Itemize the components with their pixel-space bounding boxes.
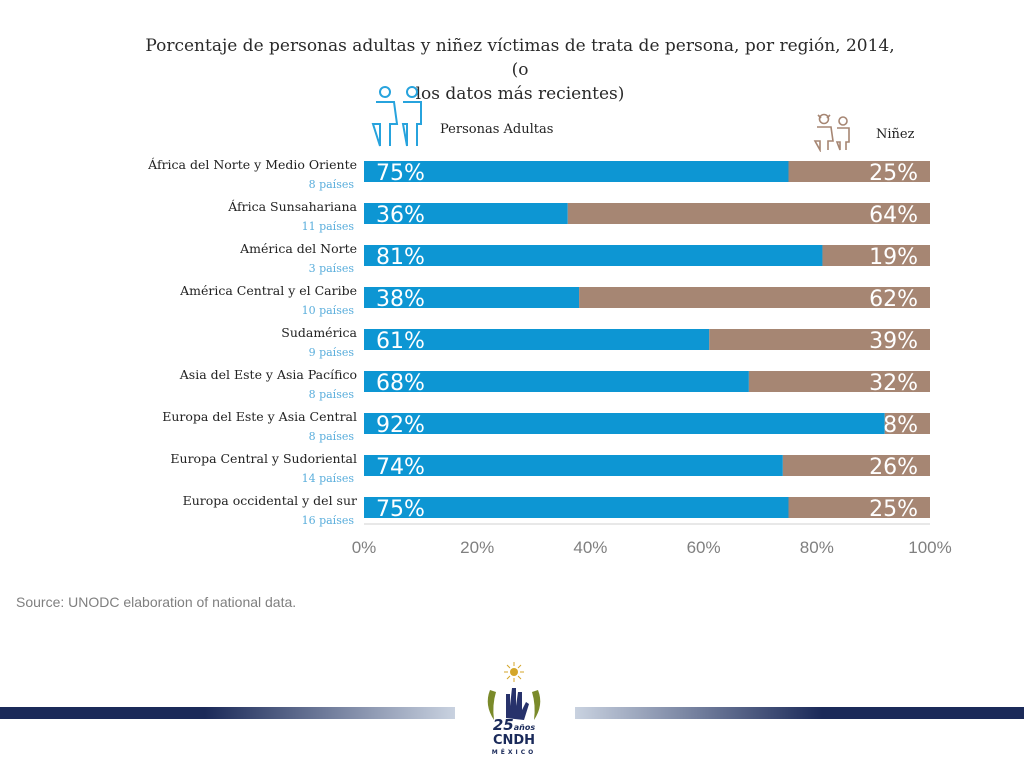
data-label-adults: 61% [376,329,425,354]
category-label: América Central y el Caribe [179,283,357,298]
category-label: Sudamérica [281,325,357,340]
bar-children [709,329,930,350]
bar-children [748,371,930,392]
sun-emblem-icon [504,662,524,682]
category-sublabel: 8 países [309,430,355,443]
category-label: Europa Central y Sudoriental [170,451,357,466]
source-note: Source: UNODC elaboration of national da… [16,594,297,610]
category-sublabel: 9 países [309,346,355,359]
x-tick-label: 100% [908,538,951,557]
x-tick-label: 0% [352,538,377,557]
bar-children [788,161,930,182]
footer-band-right [575,707,1024,719]
data-label-adults: 36% [376,203,425,228]
chart-title-line-2: los datos más recientes) [415,84,625,104]
bar-adults [364,287,580,308]
category-sublabel: 8 países [309,388,355,401]
legend-adults-label: Personas Adultas [440,122,554,137]
data-label-adults: 38% [376,287,425,312]
bar-children [782,455,930,476]
hand-icon [506,688,529,720]
category-sublabel: 3 países [309,262,355,275]
category-label: África Sunsahariana [227,199,357,214]
data-label-adults: 75% [376,497,425,522]
bar-children [822,245,930,266]
bar-children [788,497,930,518]
logo-years-suffix: años [513,723,536,732]
bar-adults [364,203,568,224]
logo-years-number: 25 [492,716,514,734]
bar-adults [364,161,789,182]
data-label-children: 39% [869,329,918,354]
category-sublabel: 8 países [309,178,355,191]
logo-name: CNDH [492,733,536,748]
category-label: América del Norte [239,241,357,256]
logo-country: MÉXICO [491,749,537,756]
category-label: Asia del Este y Asia Pacífico [179,367,357,382]
category-label: África del Norte y Medio Oriente [147,157,357,172]
data-label-adults: 75% [376,161,425,186]
category-sublabel: 10 países [302,304,355,317]
data-label-children: 26% [869,455,918,480]
bar-children [579,287,930,308]
category-sublabel: 16 países [302,514,355,527]
logo-years: 25años [478,716,550,734]
chart-title: Porcentaje de personas adultas y niñez v… [140,34,900,106]
footer-band-left [0,707,455,719]
category-label: Europa occidental y del sur [183,493,357,508]
bar-adults [364,413,885,434]
bar-children [884,413,930,434]
data-label-children: 64% [869,203,918,228]
data-label-children: 8% [883,413,918,438]
bar-adults [364,245,823,266]
x-tick-label: 40% [573,538,607,557]
x-tick-label: 80% [800,538,834,557]
category-sublabel: 11 países [302,220,355,233]
data-label-children: 25% [869,161,918,186]
category-sublabel: 14 países [302,472,355,485]
bar-adults [364,455,783,476]
data-label-children: 25% [869,497,918,522]
data-label-adults: 92% [376,413,425,438]
data-label-adults: 74% [376,455,425,480]
bar-children [567,203,930,224]
legend-children-label: Niñez [876,127,915,142]
category-label: Europa del Este y Asia Central [162,409,357,424]
x-tick-label: 20% [460,538,494,557]
bar-adults [364,371,749,392]
data-label-children: 19% [869,245,918,270]
chart-title-line-1: Porcentaje de personas adultas y niñez v… [145,36,895,80]
adult-couple-icon [371,86,422,147]
x-tick-label: 60% [687,538,721,557]
laurel-icon [487,690,541,720]
data-label-children: 62% [869,287,918,312]
data-label-children: 32% [869,371,918,396]
data-label-adults: 81% [376,245,425,270]
children-icon [813,113,850,152]
cndh-logo [487,662,541,720]
stacked-bar-chart: África del Norte y Medio Oriente 8 países… [147,157,952,557]
bar-adults [364,329,710,350]
data-label-adults: 68% [376,371,425,396]
bar-adults [364,497,789,518]
